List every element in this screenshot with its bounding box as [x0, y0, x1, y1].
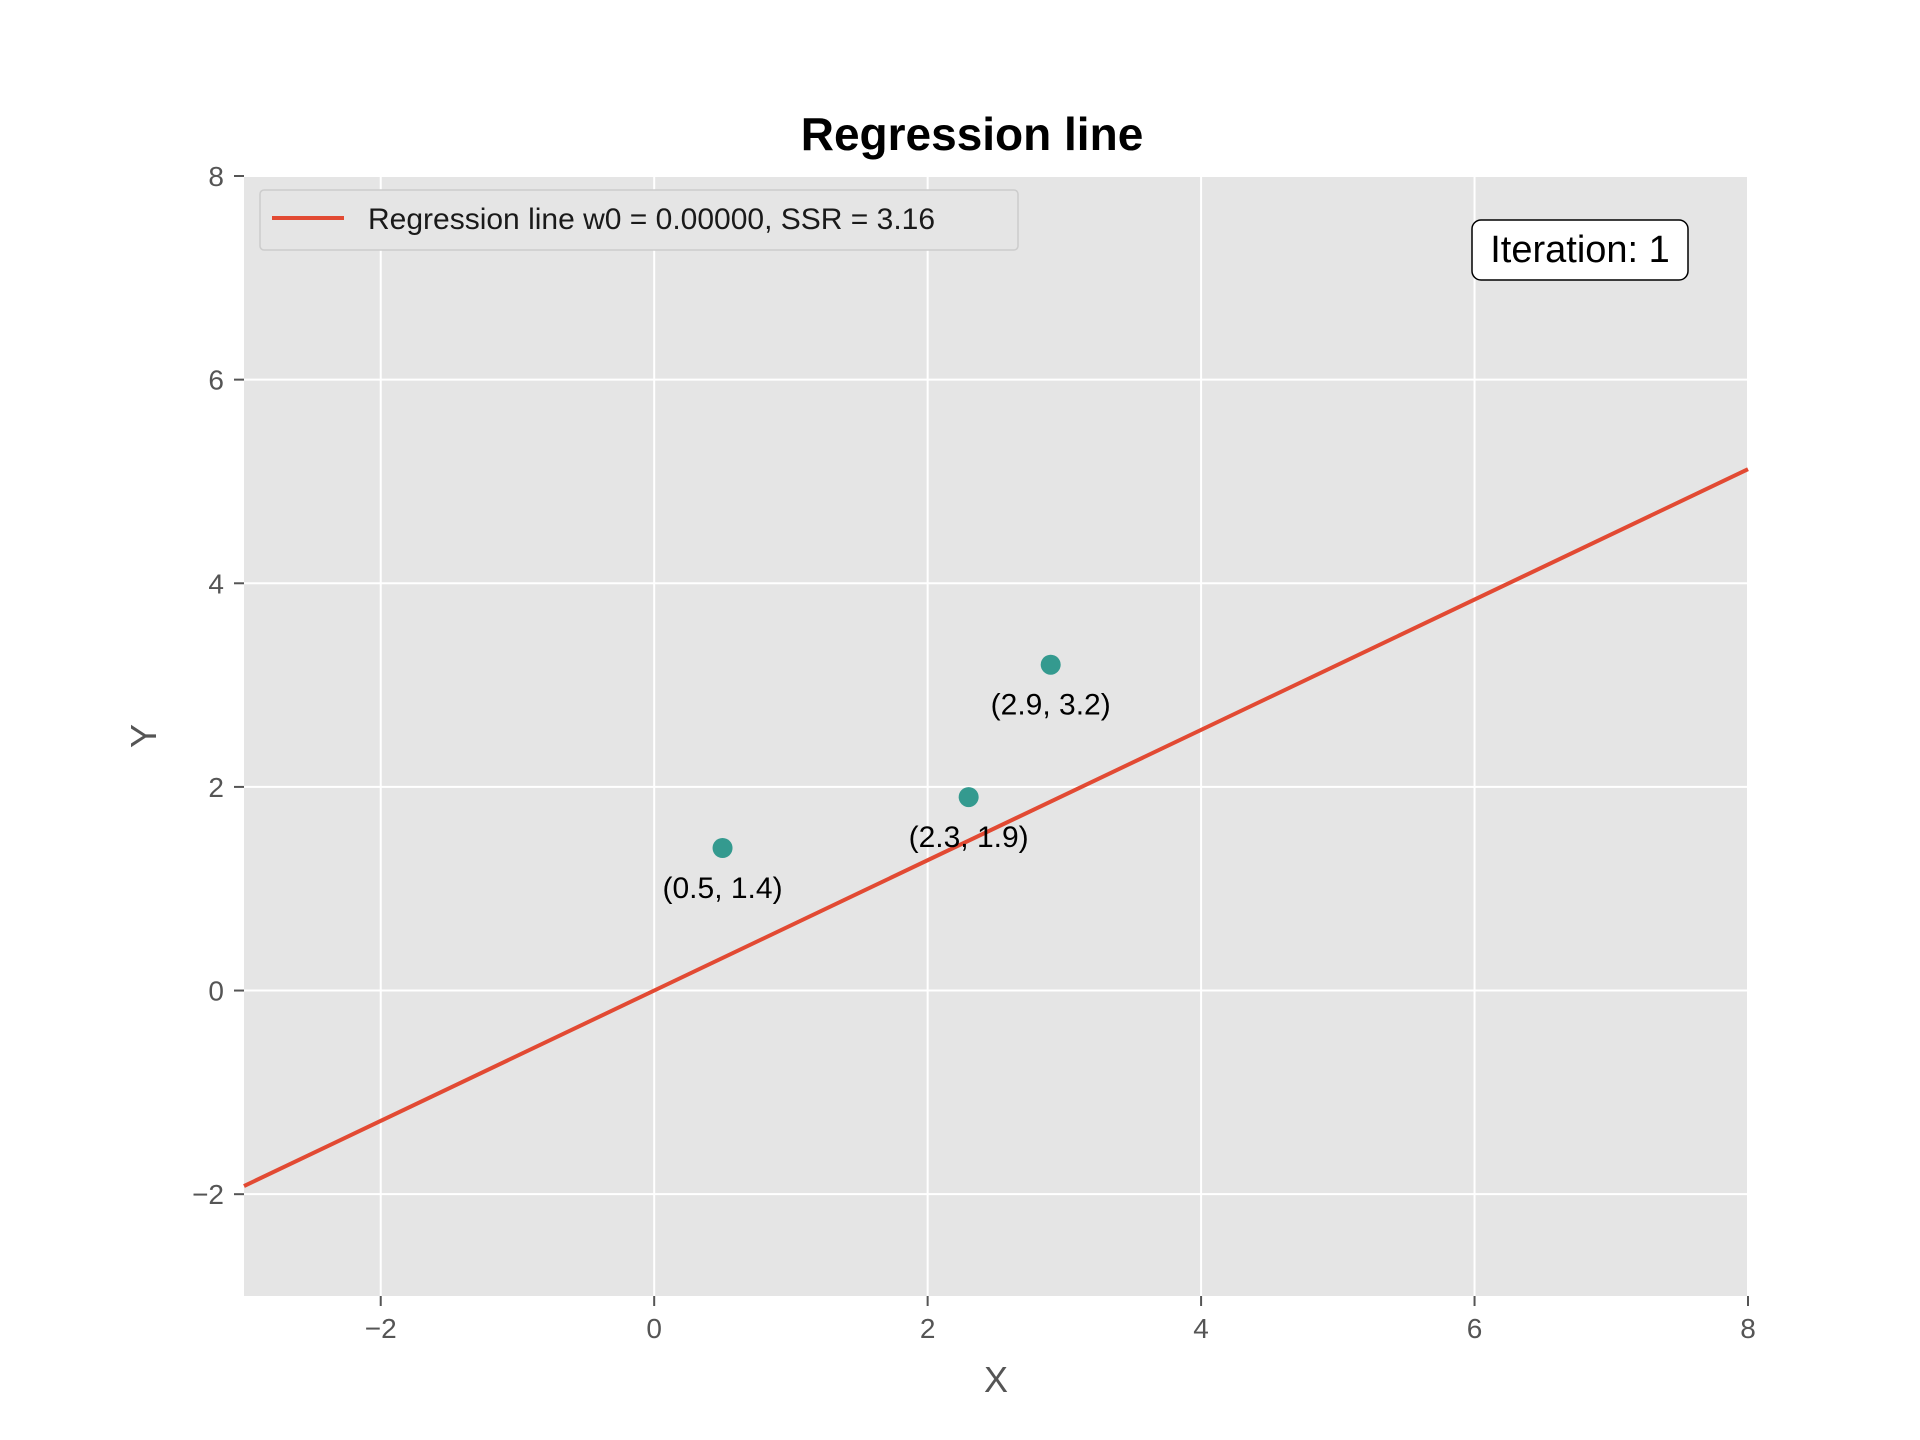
y-tick-label: 4: [208, 568, 224, 599]
grid-lines: [244, 175, 1749, 1296]
x-tick-label: 6: [1467, 1313, 1483, 1344]
data-points: [712, 654, 1061, 858]
iteration-annotation: Iteration: 1: [1471, 219, 1689, 281]
y-tick-label: 6: [208, 365, 224, 396]
plot-background: [244, 176, 1748, 1296]
y-axis-label: Y: [123, 724, 164, 748]
x-tick-label: 0: [646, 1313, 662, 1344]
iteration-box: [1471, 219, 1689, 281]
x-tick-label: 2: [920, 1313, 936, 1344]
data-point: [712, 838, 733, 858]
x-tick-label: −2: [365, 1313, 397, 1344]
data-point: [958, 787, 979, 808]
point-label: (2.3, 1.9): [909, 821, 1029, 854]
legend-label: Regression line w0 = 0.00000, SSR = 3.16: [368, 203, 935, 236]
legend: Regression line w0 = 0.00000, SSR = 3.16: [259, 189, 1019, 251]
x-tick-label: 4: [1193, 1313, 1209, 1344]
point-label: (2.9, 3.2): [991, 689, 1111, 722]
regression-line: [243, 467, 1749, 1188]
legend-box: [259, 189, 1019, 251]
data-point: [1040, 654, 1061, 675]
y-tick-label: 0: [208, 976, 224, 1007]
y-tick-label: 2: [208, 772, 224, 803]
point-label: (0.5, 1.4): [663, 872, 783, 905]
y-tick-label: −2: [192, 1179, 224, 1210]
tick-labels: −2 0 2 4 6 8 −2 0 2 4 6 8: [192, 161, 1756, 1344]
x-tick-label: 8: [1740, 1313, 1756, 1344]
point-labels: (0.5, 1.4) (2.3, 1.9) (2.9, 3.2): [663, 689, 1111, 905]
x-axis-label: X: [984, 1359, 1008, 1400]
chart-title: Regression line: [801, 108, 1144, 160]
axis-ticks: [234, 175, 1749, 1306]
y-tick-label: 8: [208, 161, 224, 192]
iteration-text: Iteration: 1: [1490, 229, 1670, 271]
